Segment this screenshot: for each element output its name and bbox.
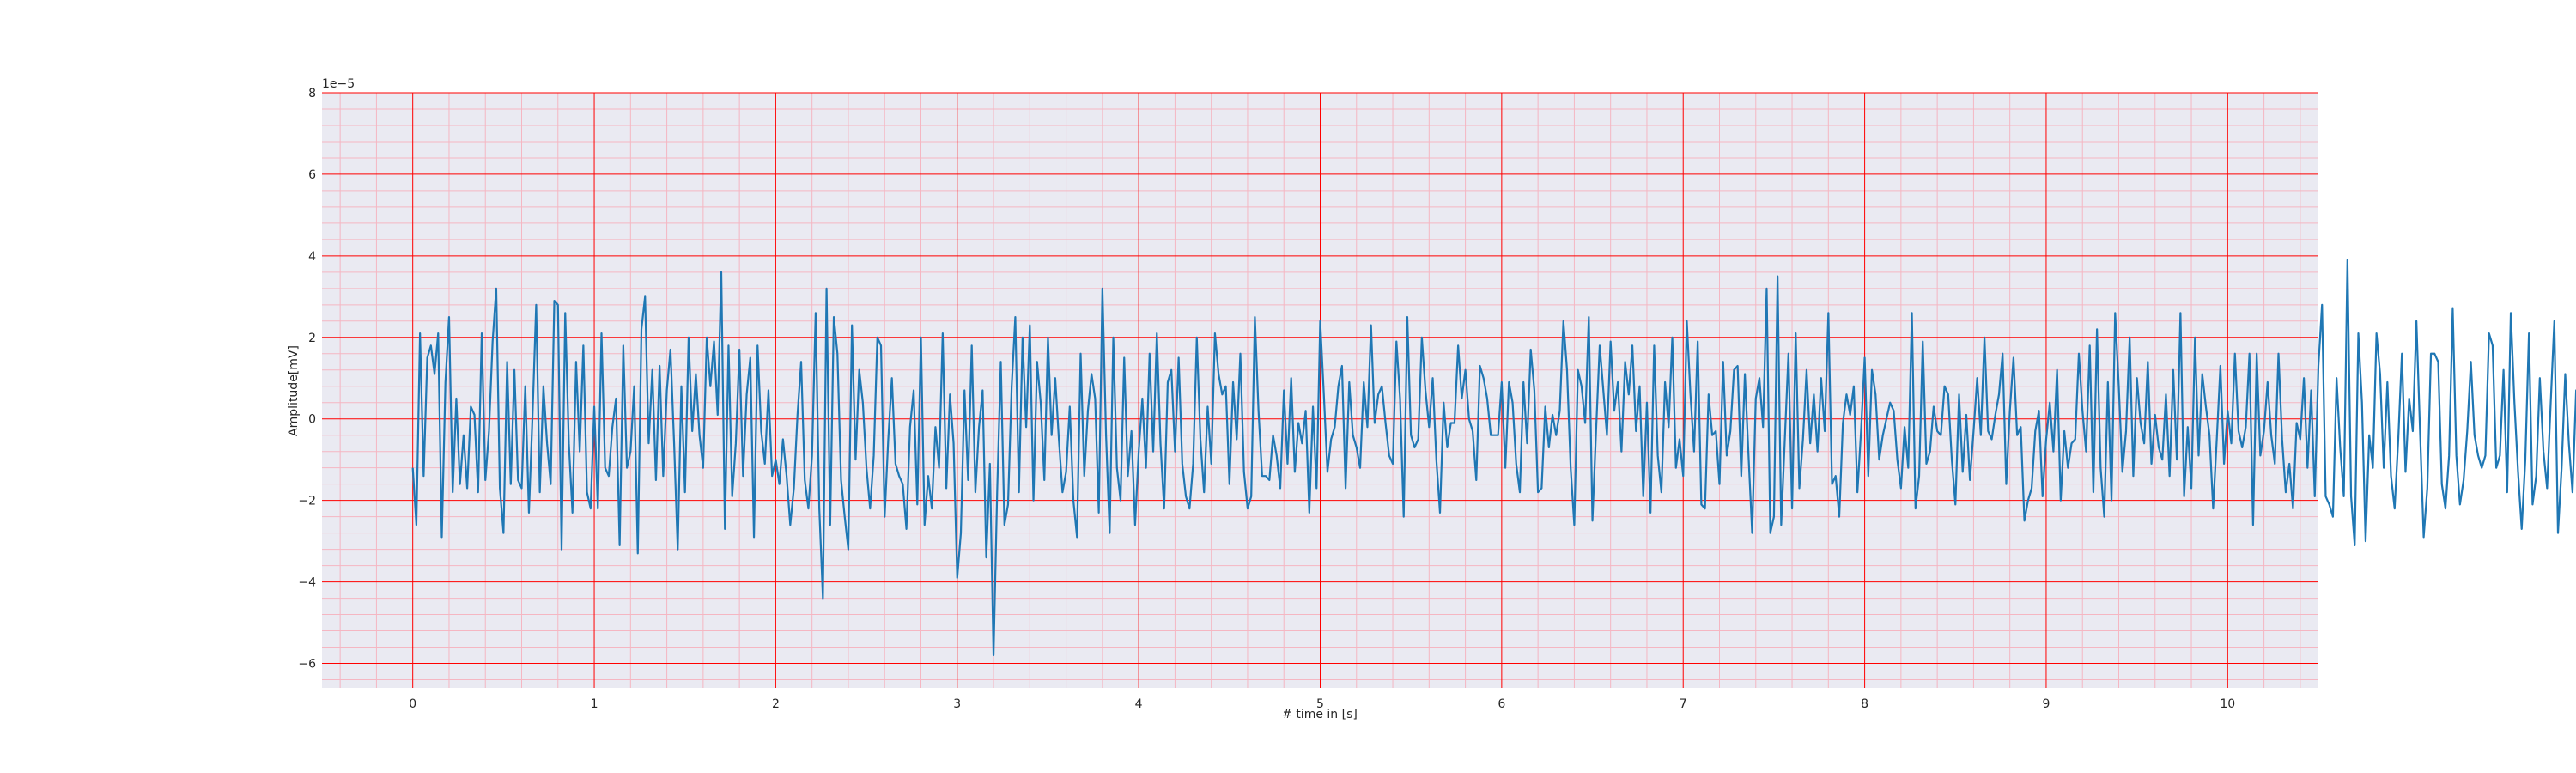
y-tick-label: 2 bbox=[308, 332, 316, 345]
x-tick-label: 6 bbox=[1498, 697, 1505, 711]
x-tick-label: 5 bbox=[1316, 697, 1324, 711]
x-tick-label: 10 bbox=[2220, 697, 2235, 711]
y-tick-label: −6 bbox=[298, 658, 316, 672]
major-grid bbox=[322, 92, 2318, 688]
y-tick-label: 4 bbox=[308, 250, 316, 264]
y-tick-label: −2 bbox=[298, 495, 316, 508]
y-tick-label: 6 bbox=[308, 168, 316, 182]
y-axis-offset-label: 1e−5 bbox=[322, 77, 355, 91]
x-tick-label: 1 bbox=[591, 697, 598, 711]
x-tick-label: 4 bbox=[1135, 697, 1143, 711]
x-tick-label: 0 bbox=[409, 697, 416, 711]
y-tick-label: 8 bbox=[308, 87, 316, 100]
x-tick-label: 2 bbox=[772, 697, 780, 711]
x-tick-label: 9 bbox=[2042, 697, 2050, 711]
y-axis-label: Amplitude[mV] bbox=[287, 345, 301, 436]
y-tick-label: −4 bbox=[298, 576, 316, 590]
x-axis-ticks: 0 1 2 3 4 5 6 7 8 9 10 bbox=[409, 697, 2235, 711]
x-tick-label: 7 bbox=[1680, 697, 1687, 711]
y-tick-label: 0 bbox=[308, 413, 316, 427]
signal-series-line bbox=[411, 259, 2576, 657]
y-axis-ticks: −6 −4 −2 0 2 4 6 8 bbox=[298, 87, 316, 672]
x-axis-label: # time in [s] bbox=[1282, 708, 1358, 721]
x-tick-label: 8 bbox=[1861, 697, 1868, 711]
x-tick-label: 3 bbox=[953, 697, 961, 711]
